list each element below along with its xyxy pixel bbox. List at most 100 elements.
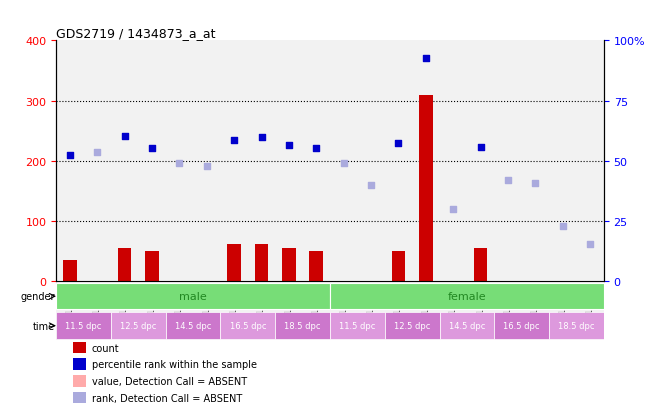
Text: 11.5 dpc: 11.5 dpc bbox=[339, 321, 376, 330]
Text: 18.5 dpc: 18.5 dpc bbox=[284, 321, 321, 330]
Point bbox=[256, 134, 267, 141]
Point bbox=[366, 182, 376, 189]
Bar bbox=[412, 41, 440, 282]
Bar bbox=[467, 282, 494, 311]
Bar bbox=[111, 311, 138, 341]
Bar bbox=[385, 41, 412, 282]
Bar bbox=[193, 41, 220, 282]
Point bbox=[65, 152, 75, 159]
Bar bbox=[302, 282, 330, 311]
Bar bbox=[440, 282, 467, 311]
Bar bbox=[467, 41, 494, 282]
Bar bbox=[494, 282, 521, 311]
Bar bbox=[577, 282, 604, 311]
Bar bbox=[391, 252, 405, 282]
Bar bbox=[385, 282, 412, 311]
Point bbox=[585, 241, 595, 247]
Text: 14.5 dpc: 14.5 dpc bbox=[175, 321, 211, 330]
Text: GDS2719 / 1434873_a_at: GDS2719 / 1434873_a_at bbox=[56, 27, 216, 40]
Bar bbox=[275, 282, 302, 311]
Bar bbox=[275, 313, 330, 339]
Point bbox=[393, 140, 404, 147]
Bar bbox=[83, 41, 111, 282]
Point bbox=[420, 56, 431, 63]
Bar bbox=[302, 311, 330, 341]
Bar bbox=[467, 311, 494, 341]
Bar bbox=[138, 282, 166, 311]
Bar bbox=[73, 342, 86, 354]
Text: male: male bbox=[179, 292, 207, 301]
Bar bbox=[549, 313, 604, 339]
Text: 11.5 dpc: 11.5 dpc bbox=[65, 321, 102, 330]
Point bbox=[201, 163, 212, 170]
Bar bbox=[63, 261, 77, 282]
Text: value, Detection Call = ABSENT: value, Detection Call = ABSENT bbox=[92, 376, 247, 386]
Bar bbox=[111, 282, 138, 311]
Bar bbox=[358, 41, 385, 282]
Bar bbox=[111, 313, 166, 339]
Bar bbox=[83, 311, 111, 341]
Bar bbox=[385, 311, 412, 341]
Bar bbox=[440, 311, 467, 341]
Bar bbox=[494, 311, 521, 341]
Bar bbox=[248, 311, 275, 341]
Point bbox=[174, 161, 185, 167]
Bar bbox=[275, 311, 302, 341]
Bar bbox=[310, 252, 323, 282]
Bar bbox=[248, 282, 275, 311]
Point bbox=[448, 206, 459, 213]
Bar bbox=[358, 311, 385, 341]
Bar bbox=[166, 41, 193, 282]
Point bbox=[503, 178, 513, 184]
Bar bbox=[330, 41, 358, 282]
Text: count: count bbox=[92, 343, 119, 353]
Bar bbox=[549, 311, 577, 341]
Bar bbox=[577, 311, 604, 341]
Bar bbox=[255, 244, 269, 282]
Bar bbox=[282, 249, 296, 282]
Bar bbox=[73, 392, 86, 404]
Bar bbox=[56, 313, 111, 339]
Bar bbox=[385, 313, 440, 339]
Point bbox=[147, 145, 157, 152]
Bar bbox=[193, 282, 220, 311]
Bar bbox=[330, 282, 358, 311]
Text: 16.5 dpc: 16.5 dpc bbox=[230, 321, 266, 330]
Bar bbox=[577, 41, 604, 282]
Point bbox=[119, 133, 130, 140]
Bar bbox=[227, 244, 241, 282]
Text: 12.5 dpc: 12.5 dpc bbox=[394, 321, 430, 330]
Bar bbox=[220, 282, 248, 311]
Point bbox=[311, 145, 321, 152]
Bar bbox=[248, 41, 275, 282]
Point bbox=[475, 145, 486, 151]
Bar bbox=[73, 358, 86, 370]
Bar bbox=[166, 313, 220, 339]
Bar bbox=[521, 282, 549, 311]
Point bbox=[530, 180, 541, 187]
Bar bbox=[111, 41, 138, 282]
Point bbox=[229, 137, 240, 144]
Bar bbox=[412, 282, 440, 311]
Text: time: time bbox=[32, 321, 55, 331]
Bar bbox=[412, 311, 440, 341]
Bar bbox=[138, 41, 166, 282]
Bar bbox=[494, 313, 549, 339]
Bar bbox=[440, 313, 494, 339]
Bar bbox=[220, 313, 275, 339]
Bar bbox=[330, 313, 385, 339]
Bar bbox=[494, 41, 521, 282]
Bar bbox=[56, 311, 83, 341]
Text: rank, Detection Call = ABSENT: rank, Detection Call = ABSENT bbox=[92, 393, 242, 403]
Bar bbox=[220, 41, 248, 282]
Bar bbox=[145, 252, 159, 282]
Point bbox=[92, 149, 102, 156]
Point bbox=[284, 142, 294, 149]
Text: female: female bbox=[447, 292, 486, 301]
Text: 14.5 dpc: 14.5 dpc bbox=[449, 321, 485, 330]
Bar bbox=[56, 41, 83, 282]
Bar bbox=[330, 311, 358, 341]
Bar bbox=[193, 311, 220, 341]
Text: 16.5 dpc: 16.5 dpc bbox=[504, 321, 540, 330]
Bar bbox=[275, 41, 302, 282]
